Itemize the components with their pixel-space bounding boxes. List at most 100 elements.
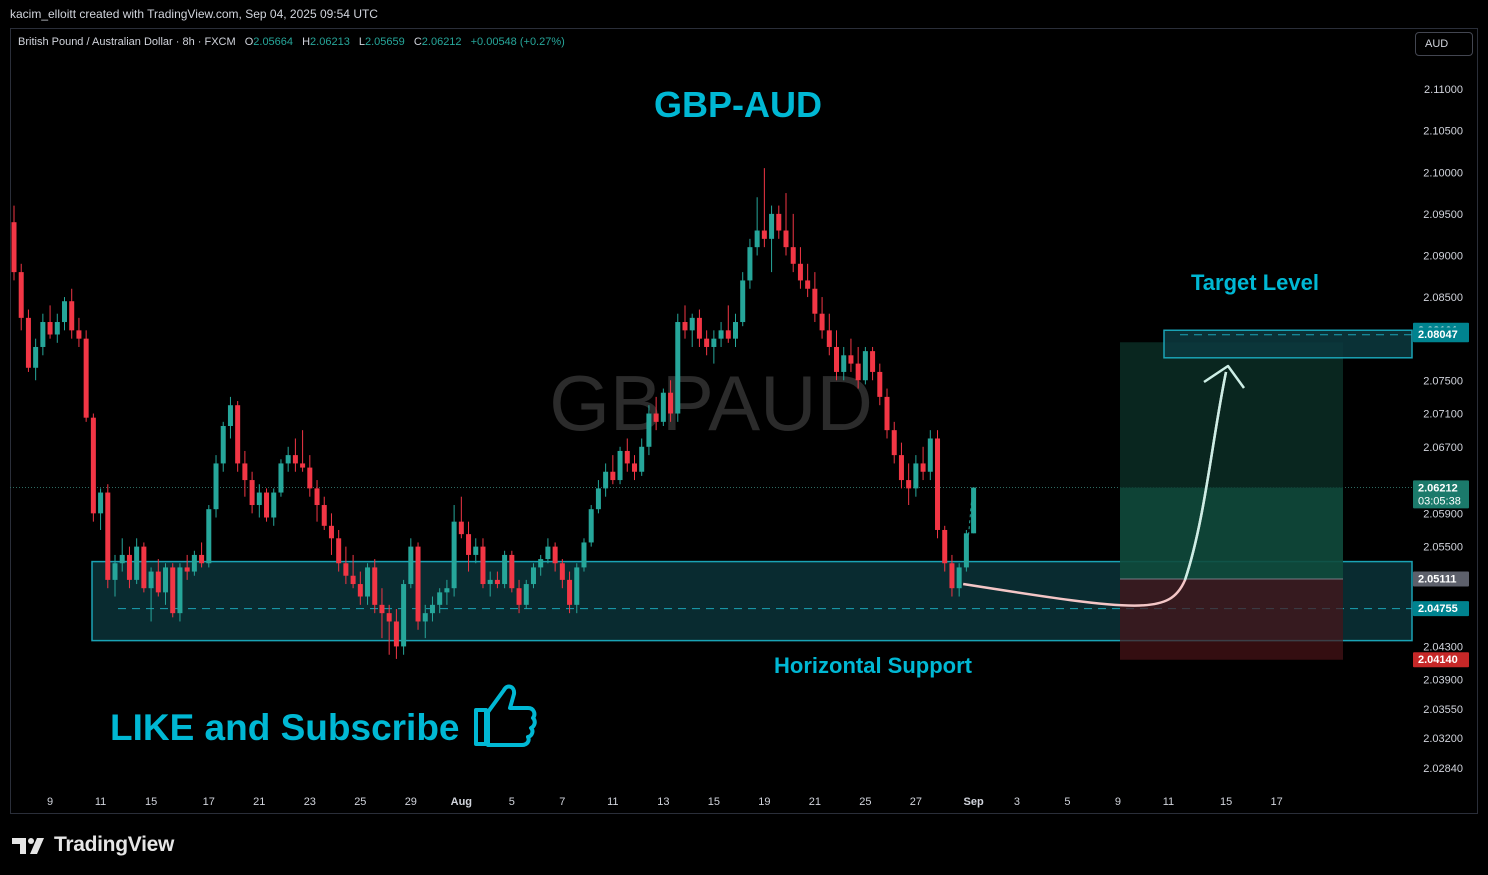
candle xyxy=(682,305,688,339)
candle xyxy=(884,388,890,439)
y-tick-label: 2.02840 xyxy=(1423,763,1463,775)
candle xyxy=(47,305,53,339)
candle xyxy=(170,563,176,618)
candle xyxy=(33,338,39,381)
attribution-text: kacim_elloitt created with TradingView.c… xyxy=(10,7,378,21)
candle-body xyxy=(870,351,876,372)
currency-button[interactable]: AUD xyxy=(1415,32,1473,56)
candle-body xyxy=(40,322,46,347)
candle xyxy=(913,455,919,497)
candle xyxy=(610,455,616,485)
candle xyxy=(855,346,861,389)
candle-body xyxy=(365,567,371,597)
candle-body xyxy=(429,604,435,614)
price-tag-label: 2.06212 xyxy=(1418,482,1458,494)
y-tick-label: 2.09000 xyxy=(1423,250,1463,262)
candle xyxy=(220,421,226,472)
candle-body xyxy=(935,438,941,530)
candle xyxy=(357,571,363,605)
candle-body xyxy=(220,426,226,464)
high-value: 2.06213 xyxy=(310,36,350,48)
candle xyxy=(76,317,82,347)
y-tick-label: 2.10000 xyxy=(1423,167,1463,179)
candle-body xyxy=(90,417,96,514)
candle xyxy=(797,247,803,289)
candle xyxy=(25,309,31,372)
x-tick-label: 23 xyxy=(304,796,316,808)
candle xyxy=(963,529,969,572)
candle xyxy=(711,330,717,364)
forecast-arrowhead xyxy=(1203,364,1246,389)
candle xyxy=(812,272,818,323)
candle xyxy=(595,480,601,514)
candle-body xyxy=(119,554,125,564)
symbol-name[interactable]: British Pound / Australian Dollar · 8h ·… xyxy=(18,36,236,48)
profit-zone-upper xyxy=(1120,342,1343,488)
candle-body xyxy=(126,554,132,580)
candle-body xyxy=(343,563,349,576)
candle xyxy=(343,546,349,585)
candle-body xyxy=(761,230,767,239)
candle-body xyxy=(271,492,277,518)
price-tag-label: 2.04755 xyxy=(1418,603,1458,615)
candle xyxy=(581,538,587,572)
candle xyxy=(437,588,443,614)
candle xyxy=(740,272,746,327)
candle-body xyxy=(18,272,24,318)
candle xyxy=(949,554,955,597)
candle xyxy=(689,313,695,347)
tradingview-logo[interactable]: TradingView xyxy=(12,833,174,857)
y-tick-label: 2.07100 xyxy=(1423,409,1463,421)
candle-body xyxy=(776,213,782,231)
price-tag-support xyxy=(1413,601,1469,617)
candle xyxy=(148,567,154,622)
x-tick-label: 21 xyxy=(809,796,821,808)
x-tick-label: 15 xyxy=(708,796,720,808)
candle-body xyxy=(718,330,724,339)
candle-body xyxy=(213,463,219,510)
candle xyxy=(733,313,738,347)
candle xyxy=(350,554,356,589)
candle-body xyxy=(574,567,580,605)
candle xyxy=(300,430,306,472)
candle xyxy=(98,488,104,530)
candle xyxy=(444,579,450,605)
candle-body xyxy=(372,567,378,605)
candle-body xyxy=(285,455,291,464)
candle-body xyxy=(62,301,68,323)
candle xyxy=(891,421,897,464)
candle-body xyxy=(112,563,118,580)
candle xyxy=(314,480,320,522)
y-tick-label: 2.10500 xyxy=(1423,126,1463,138)
candle xyxy=(898,442,904,489)
candle-body xyxy=(256,492,262,506)
symbol-legend[interactable]: British Pound / Australian Dollar · 8h ·… xyxy=(18,36,565,48)
low-label: L xyxy=(358,36,365,48)
candle-body xyxy=(603,471,609,489)
candle-body xyxy=(314,488,320,506)
candle-body xyxy=(682,322,688,331)
candle-body xyxy=(466,534,472,555)
candle-body xyxy=(458,521,464,535)
y-tick-label: 2.06700 xyxy=(1423,442,1463,454)
y-tick-label: 2.03200 xyxy=(1423,733,1463,745)
candle-body xyxy=(819,313,825,331)
candle-body xyxy=(25,317,31,368)
candle-body xyxy=(415,546,421,622)
candle xyxy=(227,396,233,439)
candle-body xyxy=(336,538,342,564)
candle-body xyxy=(963,533,969,568)
candle-body xyxy=(33,346,39,368)
y-tick-label: 2.07500 xyxy=(1423,375,1463,387)
candle-body xyxy=(235,405,241,464)
candle-body xyxy=(451,521,457,589)
candle xyxy=(588,505,594,547)
target-zone[interactable] xyxy=(1163,329,1413,359)
candle-body xyxy=(639,446,645,472)
candle-body xyxy=(877,371,883,397)
candle xyxy=(783,193,789,256)
candle xyxy=(942,525,948,572)
candle xyxy=(134,538,140,585)
candle-body xyxy=(740,280,746,323)
